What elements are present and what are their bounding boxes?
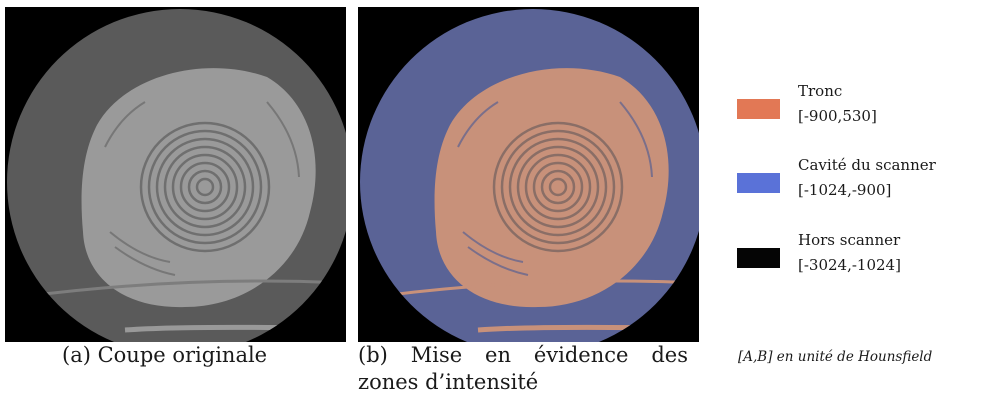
legend-swatch-hors-scanner: [737, 248, 780, 268]
legend-range-cavite: [-1024,-900]: [798, 181, 892, 199]
trunk-zone: [434, 68, 669, 308]
scanner-bed-line: [7, 279, 346, 301]
original-slice-image: [5, 7, 346, 342]
legend-label-cavite: Cavité du scanner: [798, 156, 936, 174]
caption-b-word: (b): [358, 343, 388, 367]
caption-b-line2: zones d’intensité: [358, 370, 539, 394]
legend-unit-note: [A,B] en unité de Hounsfield: [738, 349, 933, 365]
trunk-cross-section: [81, 68, 316, 308]
outer-cracks: [457, 101, 653, 276]
legend-range-tronc: [-900,530]: [798, 107, 877, 125]
legend-swatch-cavite: [737, 173, 780, 193]
legend-label-tronc: Tronc: [798, 82, 843, 100]
caption-b-word: Mise: [410, 343, 463, 367]
legend-swatch-tronc: [737, 99, 780, 119]
caption-b-word: évidence: [533, 343, 629, 367]
growth-rings: [139, 121, 271, 253]
caption-b: (b) Mise en évidence des zones d’intensi…: [358, 342, 688, 396]
legend-label-hors-scanner: Hors scanner: [798, 231, 901, 249]
legend-range-hors-scanner: [-3024,-1024]: [798, 256, 901, 274]
caption-b-word: en: [485, 343, 511, 367]
original-slice-svg: [5, 7, 346, 342]
growth-rings: [492, 121, 624, 253]
caption-b-word: des: [651, 343, 688, 367]
intensity-zones-image: [358, 7, 699, 342]
caption-b-line1: (b) Mise en évidence des: [358, 342, 688, 369]
scanner-bed-line: [360, 279, 699, 301]
intensity-zones-svg: [358, 7, 699, 342]
outer-cracks: [104, 101, 300, 276]
caption-a: (a) Coupe originale: [62, 343, 268, 367]
